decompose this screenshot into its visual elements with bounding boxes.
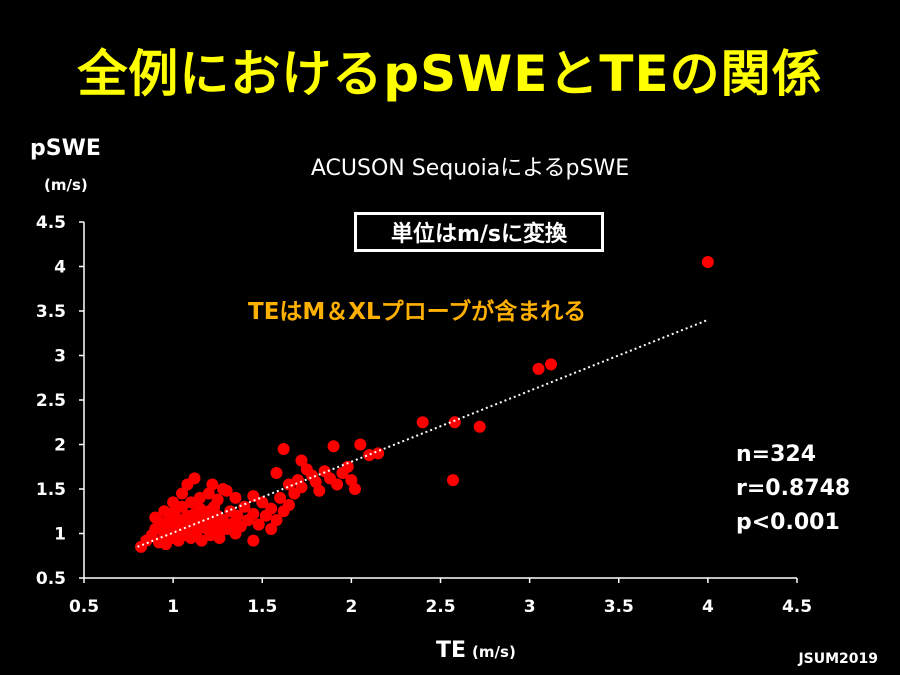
data-point bbox=[211, 493, 224, 506]
data-point bbox=[446, 474, 459, 487]
x-tick-label: 1.5 bbox=[247, 597, 277, 617]
y-tick-label: 0.5 bbox=[36, 569, 66, 589]
unit-note-text: 単位はm/sに変換 bbox=[390, 222, 568, 247]
x-axis-label: TE (m/s) bbox=[436, 638, 516, 663]
data-point bbox=[247, 507, 260, 520]
x-tick-label: 0.5 bbox=[69, 597, 99, 617]
data-point bbox=[252, 518, 265, 531]
x-tick-label: 3.5 bbox=[604, 597, 634, 617]
data-point bbox=[363, 449, 376, 462]
y-tick-label: 2.5 bbox=[36, 391, 66, 411]
data-point bbox=[295, 481, 308, 494]
trend-line bbox=[137, 318, 709, 548]
slide-title: 全例におけるpSWEとTEの関係 bbox=[77, 45, 823, 103]
data-point bbox=[184, 496, 197, 509]
data-point bbox=[532, 362, 545, 375]
data-point bbox=[348, 483, 361, 495]
data-point bbox=[416, 416, 429, 429]
data-point bbox=[701, 256, 714, 269]
data-point bbox=[229, 527, 242, 540]
x-tick-label: 1 bbox=[167, 597, 179, 617]
x-tick-label: 3 bbox=[524, 597, 536, 617]
x-tick-label: 4 bbox=[702, 597, 714, 617]
data-point bbox=[295, 454, 308, 467]
y-tick-label: 1 bbox=[54, 525, 66, 545]
data-point bbox=[167, 496, 180, 509]
data-point bbox=[448, 416, 461, 429]
data-point bbox=[195, 534, 208, 547]
data-point bbox=[229, 491, 242, 504]
y-tick-label: 4 bbox=[54, 258, 66, 278]
chart-subtitle: ACUSON SequoiaによるpSWE bbox=[310, 156, 630, 181]
data-point bbox=[213, 531, 226, 544]
y-tick-label: 3.5 bbox=[36, 302, 66, 322]
y-axis-label: pSWE bbox=[30, 136, 101, 161]
stat-r: r=0.8748 bbox=[736, 476, 851, 501]
data-point bbox=[372, 447, 385, 460]
data-point bbox=[231, 509, 244, 522]
data-point bbox=[313, 484, 326, 497]
y-tick-label: 2 bbox=[54, 436, 66, 456]
x-tick-label: 4.5 bbox=[782, 597, 812, 617]
data-point bbox=[193, 491, 206, 504]
data-point bbox=[341, 460, 354, 473]
data-point bbox=[206, 478, 219, 491]
stat-n: n=324 bbox=[736, 442, 817, 467]
data-point bbox=[217, 483, 230, 495]
data-point bbox=[327, 440, 340, 453]
stats-block: n=324 r=0.8748 p<0.001 bbox=[736, 438, 850, 540]
data-point bbox=[545, 358, 558, 371]
unit-note-box: 単位はm/sに変換 bbox=[354, 212, 604, 252]
data-point bbox=[176, 500, 189, 513]
y-tick-label: 3 bbox=[54, 347, 66, 367]
data-point bbox=[265, 523, 278, 536]
footer-label: JSUM2019 bbox=[798, 651, 878, 667]
data-point bbox=[282, 478, 295, 491]
data-point bbox=[265, 502, 278, 515]
y-axis-unit: (m/s) bbox=[44, 176, 88, 194]
data-point bbox=[181, 478, 194, 491]
data-point bbox=[331, 478, 344, 491]
data-point bbox=[270, 514, 283, 527]
data-point bbox=[473, 420, 486, 433]
data-point bbox=[282, 499, 295, 512]
y-tick-label: 1.5 bbox=[36, 480, 66, 500]
data-point bbox=[149, 511, 162, 524]
probe-note: TEはM＆XLプローブが含まれる bbox=[248, 299, 587, 325]
x-axis-unit: (m/s) bbox=[472, 643, 516, 661]
data-point bbox=[247, 534, 260, 547]
data-point bbox=[158, 505, 171, 518]
data-point bbox=[277, 442, 290, 455]
data-point bbox=[247, 490, 260, 503]
x-tick-label: 2 bbox=[345, 597, 357, 617]
data-point bbox=[274, 491, 287, 504]
data-point bbox=[270, 466, 283, 479]
x-tick-label: 2.5 bbox=[425, 597, 455, 617]
data-point bbox=[176, 487, 189, 500]
y-tick-label: 4.5 bbox=[36, 213, 66, 233]
stat-p: p<0.001 bbox=[736, 510, 840, 535]
data-point bbox=[354, 438, 367, 451]
data-point bbox=[238, 500, 251, 513]
x-axis-label-text: TE bbox=[436, 638, 467, 663]
